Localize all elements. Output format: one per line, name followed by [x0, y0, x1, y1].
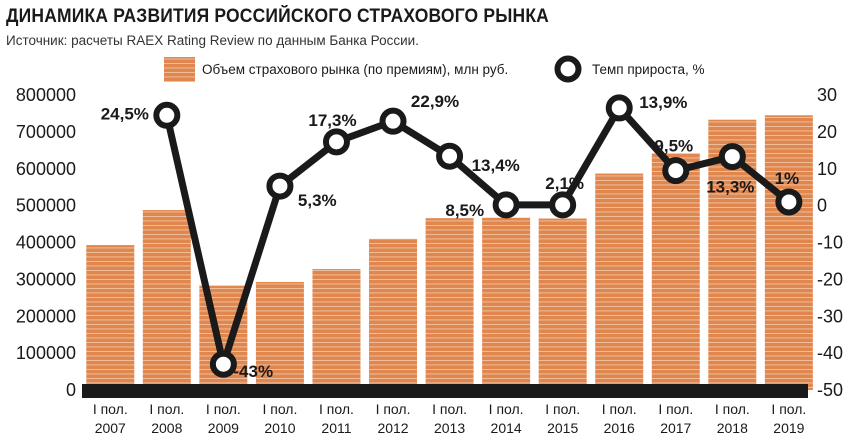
bar [482, 217, 531, 390]
growth-point [153, 101, 181, 129]
y-right-tick-label: 30 [817, 85, 837, 105]
y-right-tick-label: -30 [817, 306, 843, 326]
x-tick-label-period: I пол. [206, 401, 241, 417]
x-tick-label-year: 2017 [660, 420, 691, 436]
x-tick-label-period: I пол. [319, 401, 354, 417]
bar [425, 218, 474, 390]
growth-data-label: 9,5% [654, 137, 693, 156]
growth-point [662, 157, 690, 185]
growth-data-label: 24,5% [101, 104, 149, 123]
growth-data-label: 22,9% [411, 92, 459, 111]
x-tick-label-period: I пол. [93, 401, 128, 417]
growth-point [718, 143, 746, 171]
y-left-tick-label: 400000 [16, 233, 76, 253]
x-tick-label-year: 2019 [773, 420, 804, 436]
growth-point [209, 350, 237, 378]
growth-data-label: 2,1% [545, 174, 584, 193]
growth-data-label: 1% [775, 169, 800, 188]
y-left-tick-label: 100000 [16, 343, 76, 363]
y-right-tick-label: -10 [817, 233, 843, 253]
x-tick-label-year: 2015 [547, 420, 578, 436]
y-right-tick-label: -20 [817, 269, 843, 289]
growth-point [379, 107, 407, 135]
growth-data-label: 13,3% [706, 178, 754, 197]
growth-data-label: 5,3% [298, 191, 337, 210]
growth-point [605, 94, 633, 122]
bar [538, 218, 587, 390]
legend-label-volume: Объем страхового рынка (по премиям), млн… [202, 62, 508, 77]
x-tick-label-year: 2012 [377, 420, 408, 436]
growth-point [492, 191, 520, 219]
x-tick-label-year: 2010 [264, 420, 295, 436]
bar [651, 153, 700, 390]
x-tick-label-period: I пол. [658, 401, 693, 417]
legend-swatch-volume [164, 57, 195, 82]
legend-label-growth: Темп прироста, % [592, 62, 705, 77]
chart-subtitle: Источник: расчеты RAEX Rating Review по … [6, 33, 419, 48]
y-left-tick-label: 300000 [16, 269, 76, 289]
y-left-tick-label: 0 [66, 380, 76, 400]
x-tick-label-period: I пол. [715, 401, 750, 417]
y-right-tick-label: -40 [817, 343, 843, 363]
y-right-tick-label: 10 [817, 159, 837, 179]
y-left-tick-label: 700000 [16, 122, 76, 142]
y-left-tick-label: 200000 [16, 306, 76, 326]
y-axis-right: -50 -40 -30 -20 -10 0 10 20 30 [817, 85, 843, 400]
y-axis-left: 0 100000 200000 300000 400000 500000 600000 700… [16, 85, 76, 400]
x-tick-label-year: 2011 [321, 420, 351, 436]
growth-point [266, 172, 294, 200]
x-axis: I пол. 2007 I пол. 2008 I пол. 2009 I пол. 2010… [93, 401, 807, 436]
chart-legend: Объем страхового рынка (по премиям), млн… [164, 55, 705, 83]
x-tick-label-year: 2009 [208, 420, 239, 436]
x-tick-label-year: 2016 [604, 420, 635, 436]
growth-point [775, 188, 803, 216]
y-left-tick-label: 800000 [16, 85, 76, 105]
x-tick-label-period: I пол. [771, 401, 806, 417]
bar [86, 245, 135, 390]
x-tick-label-period: I пол. [602, 401, 637, 417]
x-axis-baseline [82, 384, 808, 398]
growth-line-series [153, 94, 803, 378]
y-right-tick-label: -50 [817, 380, 843, 400]
bar [764, 115, 813, 390]
chart-title: ДИНАМИКА РАЗВИТИЯ РОССИЙСКОГО СТРАХОВОГО… [6, 6, 549, 27]
x-tick-label-period: I пол. [262, 401, 297, 417]
bar [255, 281, 304, 390]
growth-data-label: 13,4% [472, 156, 520, 175]
growth-data-label: 13,9% [639, 93, 687, 112]
legend-marker-growth [554, 55, 582, 83]
growth-data-label: 17,3% [308, 111, 356, 130]
x-tick-label-period: I пол. [149, 401, 184, 417]
bar [369, 238, 418, 390]
y-left-tick-label: 600000 [16, 159, 76, 179]
bar [312, 269, 361, 390]
growth-data-label: -43% [233, 362, 273, 381]
growth-data-label: 8,5% [445, 201, 484, 220]
x-tick-label-year: 2014 [491, 420, 522, 436]
x-tick-label-period: I пол. [489, 401, 524, 417]
growth-data-labels: 24,5% -43% 5,3% 17,3% 22,9% 13,4% 8,5% 2,1% 13,9… [101, 92, 799, 381]
x-tick-label-period: I пол. [376, 401, 411, 417]
y-left-tick-label: 500000 [16, 196, 76, 216]
y-right-tick-label: 20 [817, 122, 837, 142]
growth-point [436, 142, 464, 170]
x-tick-label-year: 2013 [434, 420, 465, 436]
x-tick-label-year: 2008 [151, 420, 182, 436]
bar [142, 210, 191, 390]
x-tick-label-year: 2007 [95, 420, 126, 436]
bar [595, 173, 644, 390]
y-right-tick-label: 0 [817, 196, 827, 216]
growth-point [322, 128, 350, 156]
x-tick-label-period: I пол. [545, 401, 580, 417]
x-tick-label-year: 2018 [717, 420, 748, 436]
x-tick-label-period: I пол. [432, 401, 467, 417]
growth-point [549, 191, 577, 219]
